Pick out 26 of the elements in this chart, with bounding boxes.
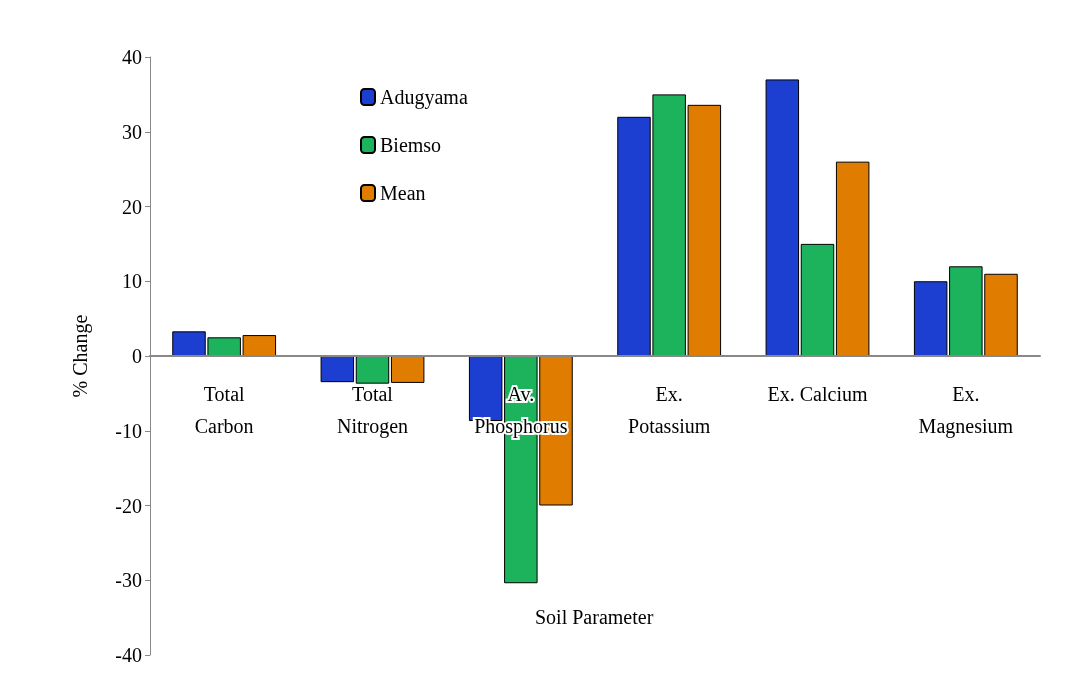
y-tick-label: 40 [122,46,142,68]
x-tick-label: Ex. Potassium [628,383,711,437]
bar [390,356,425,383]
legend-label: Adugyama [380,86,468,109]
y-tick-label: -20 [115,494,142,517]
y-tick-label: 30 [122,120,142,143]
bar [800,243,835,356]
bar [355,356,390,384]
x-tick-label: Ex. Magnesium [918,383,1014,438]
legend-label: Mean [380,182,426,204]
y-tick-label: -40 [115,644,142,666]
y-tick-label: 10 [122,270,142,293]
legend-label: Biemso [380,134,442,156]
bar [320,356,355,383]
bar [765,79,800,356]
x-tick-label: Total Carbon [194,383,254,437]
annotation: Soil Parameter [535,606,654,628]
y-tick-label: -30 [115,569,142,592]
bar [835,161,870,356]
x-tick-label: Av. Phosphorus [474,383,568,438]
y-tick-label: -10 [115,419,142,442]
y-tick-label: 0 [132,345,142,367]
y-tick-label: 20 [122,195,142,218]
x-tick-label: Ex. Calcium [767,383,868,405]
y-axis-title: % Change [69,314,92,398]
x-tick-label: Total Nitrogen [336,383,409,438]
